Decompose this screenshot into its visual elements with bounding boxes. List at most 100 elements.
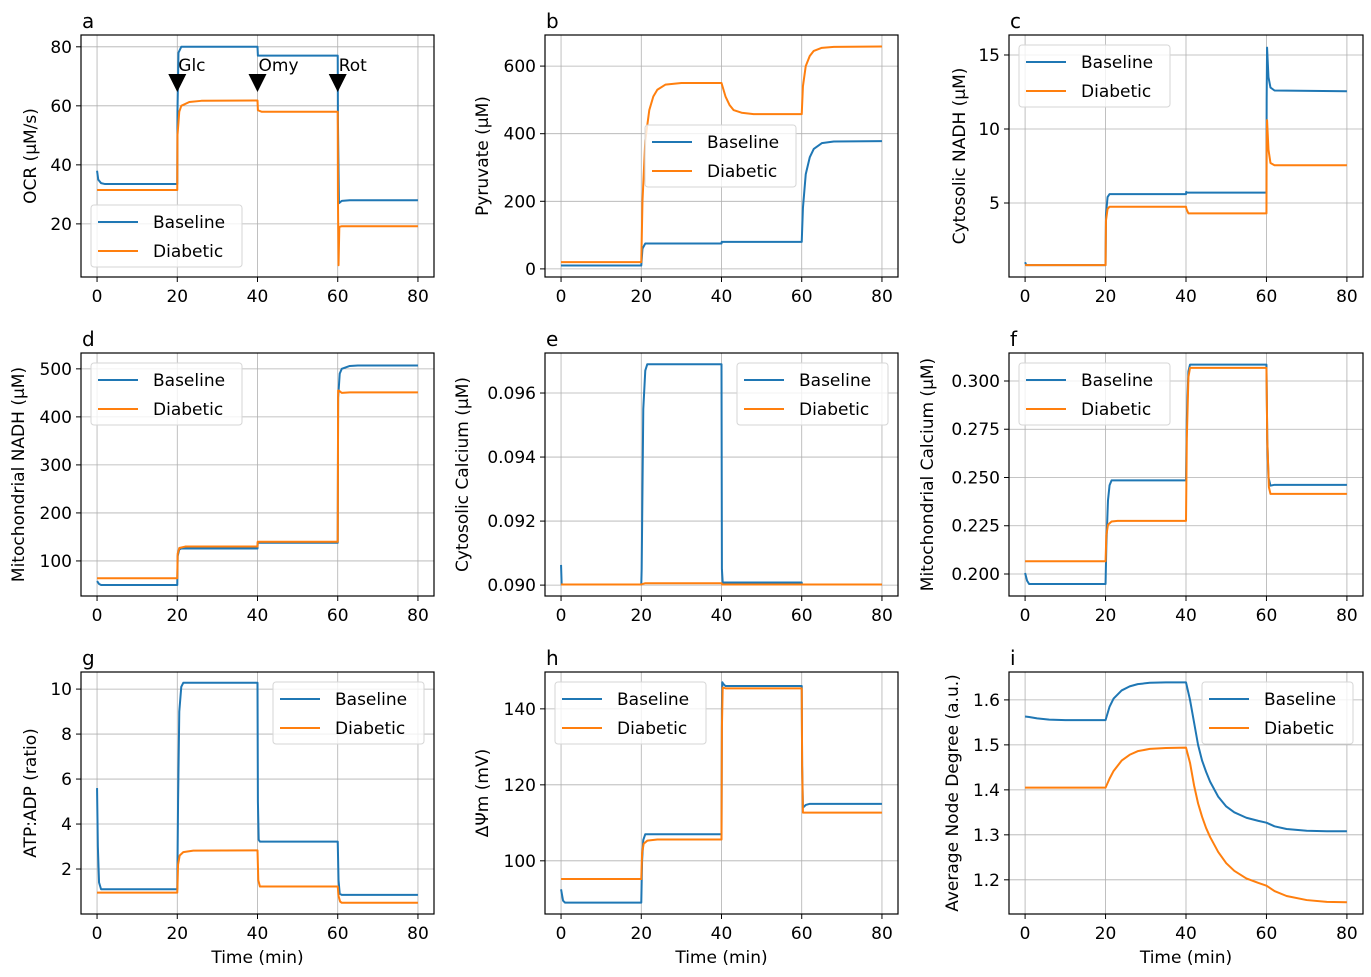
y-axis-label: Mitochondrial Calcium (µM)	[918, 358, 938, 591]
x-tick-label: 60	[327, 606, 349, 626]
legend-label-diabetic: Diabetic	[1264, 719, 1334, 739]
y-tick-label: 0.096	[487, 384, 536, 404]
series-line-diabetic	[561, 686, 882, 881]
x-tick-label: 40	[247, 924, 269, 944]
panel-letter: b	[546, 9, 559, 33]
series-line-diabetic	[97, 389, 418, 580]
x-tick-label: 80	[407, 287, 429, 307]
y-tick-label: 400	[504, 125, 536, 145]
x-tick-label: 20	[630, 606, 652, 626]
x-tick-label: 0	[1020, 924, 1031, 944]
x-tick-label: 40	[247, 606, 269, 626]
series-line-diabetic	[1025, 746, 1347, 904]
y-tick-label: 0	[525, 260, 536, 280]
panel-f: 0 20 40 60 80 0.200 0.225 0.250 0.275 0.300 f Mitoc…	[918, 327, 1364, 626]
x-tick-label: 0	[556, 924, 567, 944]
panel-b: 0 20 40 60 80 0 200 400 600 b Pyruvate (µM) Baselin…	[473, 9, 899, 307]
y-tick-label: 2	[61, 860, 72, 880]
panel-i: 0 20 40 60 80 1.2 1.3 1.4 1.5 1.6 i Average Node De…	[943, 646, 1364, 968]
x-tick-label: 60	[1256, 287, 1278, 307]
x-tick-label: 0	[1020, 606, 1031, 626]
y-tick-label: 0.200	[951, 565, 1000, 585]
x-tick-label: 40	[247, 287, 269, 307]
legend: Baseline Diabetic	[736, 362, 889, 426]
legend-label-diabetic: Diabetic	[1081, 400, 1151, 420]
arrow-down-icon	[328, 74, 347, 92]
x-tick-label: 60	[1256, 924, 1278, 944]
x-tick-label: 0	[556, 606, 567, 626]
panel-letter: h	[546, 646, 559, 670]
x-tick-label: 80	[407, 606, 429, 626]
y-axis-label: Cytosolic NADH (µM)	[950, 68, 970, 245]
legend-label-baseline: Baseline	[1081, 371, 1153, 391]
y-tick-label: 100	[504, 852, 536, 872]
y-axis-label: ATP:ADP (ratio)	[21, 728, 41, 858]
x-tick-label: 20	[1095, 924, 1117, 944]
x-tick-label: 20	[1095, 606, 1117, 626]
arrow-down-icon	[168, 74, 187, 92]
y-tick-label: 0.300	[951, 372, 1000, 392]
annotation-label: Omy	[259, 56, 299, 76]
x-tick-label: 40	[711, 287, 733, 307]
panel-g: 0 20 40 60 80 2 4 6 8 10 g ATP:ADP (ratio) Time (min…	[21, 646, 435, 968]
y-axis-label: Average Node Degree (a.u.)	[943, 674, 963, 912]
legend: Baseline Diabetic	[1018, 44, 1171, 108]
panel-letter: e	[546, 327, 558, 351]
y-tick-label: 0.090	[487, 576, 536, 596]
y-tick-label: 10	[50, 680, 72, 700]
y-tick-label: 8	[61, 725, 72, 745]
x-tick-label: 20	[630, 287, 652, 307]
legend-label-diabetic: Diabetic	[153, 400, 223, 420]
y-tick-label: 600	[504, 57, 536, 77]
legend-label-diabetic: Diabetic	[335, 719, 405, 739]
panel-letter: f	[1010, 327, 1018, 351]
panel-letter: g	[82, 646, 95, 670]
legend-label-baseline: Baseline	[335, 690, 407, 710]
x-tick-label: 60	[327, 924, 349, 944]
legend: Baseline Diabetic	[90, 204, 243, 268]
panel-letter: d	[82, 327, 95, 351]
panel-a: Glc Omy Rot 0 20 40 60 80 20 40 60 80 a OCR (µM/s) Bas…	[21, 9, 435, 307]
x-axis-label: Time (min)	[1139, 948, 1232, 968]
y-tick-label: 5	[989, 194, 1000, 214]
y-tick-label: 1.6	[973, 691, 1000, 711]
series-line-diabetic	[561, 45, 882, 264]
legend-label-diabetic: Diabetic	[1081, 82, 1151, 102]
panel-letter: a	[82, 9, 94, 33]
legend: Baseline Diabetic	[90, 362, 243, 426]
panel-h: 0 20 40 60 80 100 120 140 h ΔΨm (mV) Time (min) Bas…	[473, 646, 899, 968]
x-tick-label: 80	[1336, 924, 1358, 944]
arrow-down-icon	[248, 74, 267, 92]
y-tick-label: 0.250	[951, 468, 1000, 488]
x-tick-label: 40	[1175, 287, 1197, 307]
series-line-baseline	[561, 140, 882, 267]
series-line-baseline	[96, 681, 418, 896]
x-tick-label: 40	[1175, 924, 1197, 944]
legend: Baseline Diabetic	[272, 681, 425, 745]
x-tick-label: 80	[407, 924, 429, 944]
x-tick-label: 0	[92, 287, 103, 307]
legend: Baseline Diabetic	[644, 124, 797, 188]
legend-label-diabetic: Diabetic	[617, 719, 687, 739]
y-tick-label: 60	[50, 97, 72, 117]
x-tick-label: 20	[1095, 287, 1117, 307]
y-axis-label: ΔΨm (mV)	[473, 749, 493, 837]
y-tick-label: 1.5	[973, 736, 1000, 756]
x-tick-label: 80	[1336, 606, 1358, 626]
y-tick-label: 1.2	[973, 871, 1000, 891]
x-tick-label: 40	[711, 606, 733, 626]
annotation-label: Rot	[339, 56, 367, 76]
x-tick-label: 40	[1175, 606, 1197, 626]
y-tick-label: 100	[40, 552, 72, 572]
series-line-diabetic	[1025, 366, 1347, 563]
legend-label-baseline: Baseline	[799, 371, 871, 391]
x-tick-label: 60	[791, 924, 813, 944]
y-axis-label: Mitochondrial NADH (µM)	[9, 367, 29, 582]
y-axis-label: Cytosolic Calcium (µM)	[453, 377, 473, 572]
y-tick-label: 6	[61, 770, 72, 790]
legend-label-diabetic: Diabetic	[799, 400, 869, 420]
x-tick-label: 20	[166, 924, 188, 944]
y-tick-label: 15	[978, 46, 1000, 66]
x-tick-label: 20	[166, 287, 188, 307]
x-tick-label: 80	[871, 287, 893, 307]
